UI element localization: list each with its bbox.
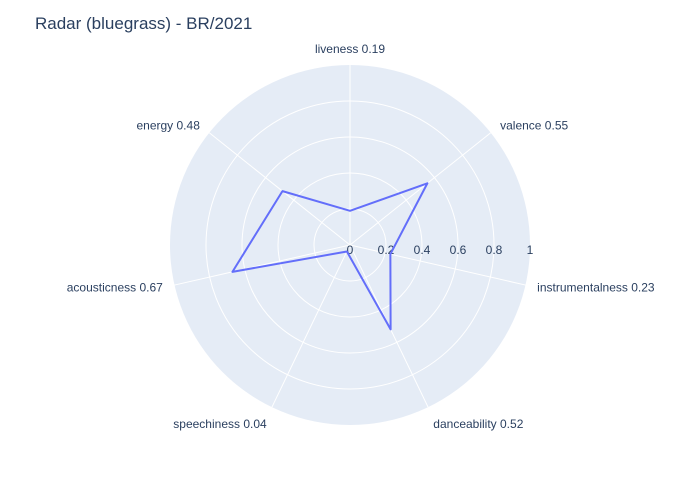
angular-axis-label: liveness 0.19 — [315, 42, 385, 56]
angular-axis-label: danceability 0.52 — [433, 417, 523, 431]
chart-title: Radar (bluegrass) - BR/2021 — [35, 14, 253, 33]
series-line — [231, 182, 429, 331]
radial-tick-label: 0.4 — [414, 243, 431, 257]
radial-tick-label: 0.8 — [486, 243, 503, 257]
angular-gridline-6 — [208, 132, 351, 246]
angular-axis-label: acousticness 0.67 — [67, 281, 163, 295]
angular-axis-label: speechiness 0.04 — [173, 417, 267, 431]
angular-axis-labels: liveness 0.19 valence 0.55 instrumentalnes… — [67, 42, 655, 431]
angular-axis-label: energy 0.48 — [136, 118, 200, 132]
angular-axis-label: valence 0.55 — [500, 118, 568, 132]
radial-tick-label: 0.6 — [450, 243, 467, 257]
angular-gridline-1 — [349, 132, 492, 246]
angular-gridlines — [174, 65, 526, 408]
radial-tick-label: 0 — [347, 243, 354, 257]
angular-axis-label: instrumentalness 0.23 — [537, 281, 655, 295]
angular-gridline-5 — [174, 244, 351, 286]
radial-tick-label: 1 — [527, 243, 534, 257]
angular-gridline-4 — [271, 244, 351, 408]
angular-gridline-2 — [349, 244, 526, 286]
